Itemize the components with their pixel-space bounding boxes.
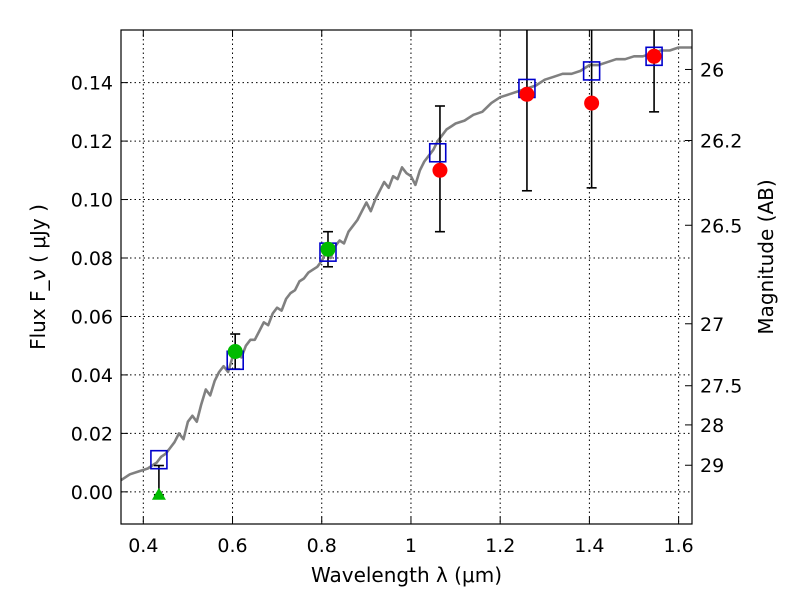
x-tick-label: 1.4 (574, 535, 604, 557)
x-tick-label: 1.2 (485, 535, 515, 557)
x-tick-label: 0.6 (217, 535, 247, 557)
right-tick-label: 28 (700, 415, 724, 437)
observed-flux-point (320, 241, 336, 257)
errorbar-layer (153, 30, 660, 496)
tick-layer (121, 30, 692, 524)
x-tick-label: 0.8 (307, 535, 337, 557)
y-tick-label: 0.06 (71, 306, 113, 328)
right-tick-label: 26 (700, 59, 724, 81)
x-axis-label: Wavelength λ (μm) (311, 563, 502, 587)
model-spectrum-line (120, 46, 692, 482)
right-tick-label: 27.5 (700, 376, 742, 398)
x-tick-label: 1 (405, 535, 417, 557)
upper-limit-triangle (151, 487, 166, 500)
y-tick-label: 0.00 (71, 482, 113, 504)
x-tick-label: 0.4 (128, 535, 158, 557)
marker-layer (150, 46, 663, 500)
model-flux-square (645, 46, 663, 67)
y-tick-label: 0.10 (71, 190, 113, 212)
observed-flux-point (584, 95, 600, 111)
observed-flux-point (227, 344, 243, 360)
observed-flux-point (519, 86, 535, 102)
y-tick-label: 0.08 (71, 248, 113, 270)
y-axis-label: Flux F_ν ( μJy ) (26, 204, 50, 350)
right-tick-label: 29 (700, 455, 724, 477)
right-tick-label: 26.5 (700, 215, 742, 237)
y-tick-label: 0.02 (71, 423, 113, 445)
model-flux-square (150, 449, 168, 470)
model-flux-square (428, 142, 447, 163)
plot-frame (120, 29, 693, 525)
x-tick-label: 1.6 (664, 535, 694, 557)
model-flux-square (582, 61, 601, 81)
observed-flux-point (646, 48, 662, 64)
series-layer (120, 46, 692, 482)
y-tick-label: 0.14 (71, 73, 113, 95)
y-right-axis-label: Magnitude (AB) (754, 179, 778, 334)
label-layer: 0.4 0.6 0.8 1 1.2 1.4 1.6 0.00 0.02 0.04 0.06 0.08 0… (71, 59, 743, 557)
grid-layer (121, 30, 692, 524)
y-tick-label: 0.04 (71, 365, 113, 387)
y-tick-label: 0.12 (71, 131, 113, 153)
observed-flux-point (432, 162, 448, 178)
right-tick-label: 27 (700, 314, 724, 336)
right-tick-label: 26.2 (700, 130, 742, 152)
